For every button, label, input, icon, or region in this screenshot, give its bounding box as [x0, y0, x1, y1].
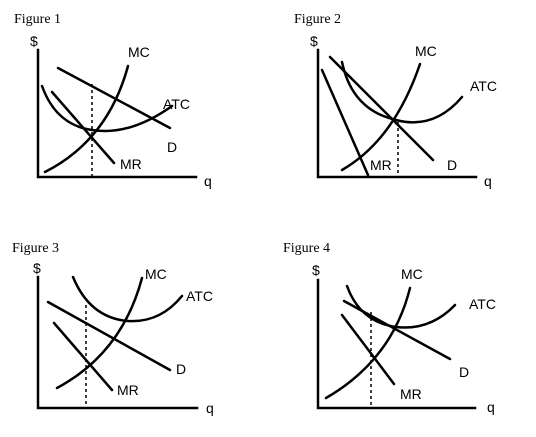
figure-2-demand-curve [328, 55, 435, 162]
figure-4-demand-curve [342, 299, 452, 361]
figure-3-atc-label: ATC [186, 288, 213, 304]
figure-4-y-axis-label: $ [312, 262, 320, 278]
figure-4-mr-label: MR [400, 386, 422, 402]
figure-3-x-axis-label: q [206, 400, 214, 416]
figure-2-d-label: D [447, 157, 457, 173]
figure-1-mr-curve [50, 90, 116, 165]
figure-3-mr-label: MR [117, 382, 139, 398]
figure-1-axes [36, 48, 198, 179]
figure-3-y-axis-label: $ [33, 260, 41, 276]
figure-2-axes [316, 48, 478, 179]
figure-1: Figure 1 $ q MC ATC D MR [14, 12, 212, 189]
figure-1-title: Figure 1 [14, 12, 61, 27]
figure-1-d-label: D [167, 139, 177, 155]
figure-2-mr-curve [320, 68, 370, 177]
figure-1-y-axis-label: $ [30, 33, 38, 49]
figure-1-x-axis-label: q [204, 173, 212, 189]
figure-3-title: Figure 3 [12, 241, 59, 256]
figure-2-atc-label: ATC [470, 78, 497, 94]
figure-2-y-axis-label: $ [310, 33, 318, 49]
figure-3-atc-curve [71, 275, 184, 323]
figure-1-mr-label: MR [120, 156, 142, 172]
figure-4: Figure 4 $ q MC ATC D MR [283, 241, 496, 415]
figure-2-mc-curve [340, 62, 422, 172]
figure-3: Figure 3 $ q MC ATC D MR [12, 241, 214, 416]
figure-4-mr-curve [340, 313, 396, 386]
figure-2-x-axis-label: q [484, 173, 492, 189]
figure-3-mc-curve [55, 276, 144, 390]
figure-4-mc-label: MC [401, 266, 423, 282]
figure-2-atc-curve [340, 60, 464, 124]
figure-1-mc-label: MC [128, 44, 150, 60]
figure-1-mc-curve [43, 64, 130, 174]
figure-1-demand-curve [56, 66, 172, 130]
figure-3-mc-label: MC [145, 266, 167, 282]
figure-4-atc-label: ATC [469, 296, 496, 312]
figure-4-atc-curve [345, 284, 457, 329]
figure-3-demand-curve [46, 300, 172, 372]
figure-1-atc-label: ATC [163, 96, 190, 112]
figure-4-d-label: D [459, 364, 469, 380]
figure-3-d-label: D [176, 361, 186, 377]
figure-4-axes [316, 278, 477, 410]
figure-2-title: Figure 2 [294, 12, 341, 27]
figure-3-mr-curve [52, 321, 114, 392]
figure-3-axes [36, 275, 199, 410]
figure-1-atc-curve [40, 84, 174, 133]
figure-2: Figure 2 $ q MC ATC D MR [294, 12, 497, 189]
figure-2-mr-label: MR [370, 157, 392, 173]
figure-4-title: Figure 4 [283, 241, 330, 256]
figure-2-mc-label: MC [415, 43, 437, 59]
figure-4-mc-curve [324, 286, 412, 400]
figure-4-x-axis-label: q [487, 399, 495, 415]
